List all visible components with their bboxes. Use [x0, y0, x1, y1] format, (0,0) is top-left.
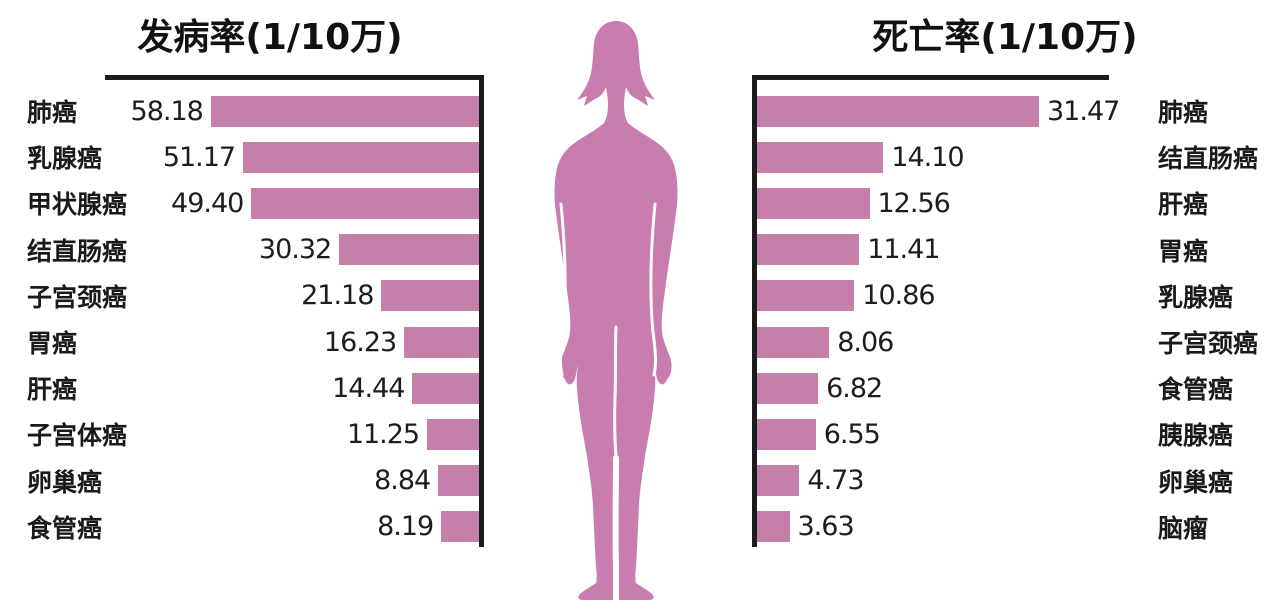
mortality-value-3: 11.41	[867, 234, 940, 266]
incidence-category-9: 食管癌	[27, 513, 103, 543]
incidence-row-2: 49.40	[105, 180, 479, 226]
mortality-category-1: 结直肠癌	[1158, 144, 1259, 174]
incidence-row-3: 30.32	[105, 227, 479, 273]
mortality-value-2: 12.56	[877, 187, 951, 219]
mortality-chart-box: 31.47 14.10 12.56 11.41 10.86 8.06 6.82 6.55 4.7…	[752, 75, 1120, 550]
mortality-value-0: 31.47	[1047, 95, 1120, 127]
mortality-category-7: 胰腺癌	[1158, 421, 1234, 451]
incidence-value-8: 8.84	[374, 465, 431, 497]
incidence-value-9: 8.19	[377, 511, 434, 543]
incidence-category-3: 结直肠癌	[27, 236, 128, 266]
mortality-category-4: 乳腺癌	[1158, 282, 1234, 312]
mortality-row-7: 6.55	[757, 411, 1109, 457]
mortality-row-0: 31.47	[757, 88, 1120, 134]
incidence-bar-2	[251, 187, 479, 219]
mortality-bar-9	[757, 511, 790, 543]
incidence-row-5: 16.23	[105, 319, 479, 365]
incidence-category-4: 子宫颈癌	[27, 282, 128, 312]
silhouette-limb-separations	[558, 202, 658, 602]
incidence-row-0: 58.18	[105, 88, 479, 134]
incidence-value-3: 30.32	[258, 234, 332, 266]
mortality-bar-8	[757, 465, 800, 497]
mortality-bar-6	[757, 372, 819, 404]
incidence-row-7: 11.25	[105, 411, 479, 457]
mortality-bar-3	[757, 234, 860, 266]
mortality-value-6: 6.82	[826, 372, 883, 404]
incidence-bar-0	[210, 95, 479, 127]
incidence-value-7: 11.25	[346, 418, 420, 450]
mortality-category-0: 肺癌	[1158, 98, 1209, 128]
incidence-category-6: 肝癌	[27, 375, 78, 405]
incidence-category-labels: 肺癌乳腺癌甲状腺癌结直肠癌子宫颈癌胃癌肝癌子宫体癌卵巢癌食管癌	[27, 80, 127, 550]
incidence-value-6: 14.44	[332, 372, 405, 404]
mortality-row-8: 4.73	[757, 458, 1109, 504]
mortality-category-2: 肝癌	[1158, 190, 1209, 220]
mortality-bar-2	[757, 187, 870, 219]
mortality-row-5: 8.06	[757, 319, 1109, 365]
mortality-value-1: 14.10	[891, 141, 964, 173]
incidence-bar-1	[243, 141, 479, 173]
mortality-row-4: 10.86	[757, 273, 1109, 319]
mortality-category-8: 卵巢癌	[1158, 467, 1234, 497]
mortality-category-3: 胃癌	[1158, 236, 1209, 266]
mortality-chart-title: 死亡率(1/10万)	[872, 17, 1138, 58]
mortality-bar-0	[757, 95, 1039, 127]
mortality-row-6: 6.82	[757, 365, 1109, 411]
incidence-value-4: 21.18	[301, 280, 374, 312]
mortality-category-labels: 肺癌结直肠癌肝癌胃癌乳腺癌子宫颈癌食管癌胰腺癌卵巢癌脑瘤	[1158, 80, 1258, 550]
female-silhouette-icon	[554, 21, 678, 602]
incidence-value-5: 16.23	[323, 326, 397, 358]
mortality-row-3: 11.41	[757, 227, 1109, 273]
mortality-row-1: 14.10	[757, 134, 1109, 180]
mortality-value-9: 3.63	[797, 511, 855, 543]
incidence-category-0: 肺癌	[27, 98, 78, 128]
mortality-value-4: 10.86	[862, 280, 935, 312]
incidence-row-8: 8.84	[105, 458, 479, 504]
incidence-bar-6	[412, 372, 479, 404]
incidence-bar-4	[381, 280, 479, 312]
incidence-bar-9	[441, 511, 479, 543]
incidence-category-7: 子宫体癌	[27, 421, 128, 451]
female-silhouette	[538, 18, 688, 610]
mortality-category-6: 食管癌	[1158, 375, 1234, 405]
mortality-row-9: 3.63	[757, 504, 1109, 550]
mortality-category-5: 子宫颈癌	[1158, 329, 1259, 359]
mortality-value-5: 8.06	[837, 326, 894, 358]
incidence-chart-box: 58.18 51.17 49.40 30.32 21.18 16.23 14.44 11.25…	[105, 75, 484, 547]
incidence-value-1: 51.17	[162, 141, 236, 173]
incidence-row-1: 51.17	[105, 134, 479, 180]
incidence-chart-title: 发病率(1/10万)	[137, 17, 403, 58]
incidence-value-0: 58.18	[130, 95, 204, 127]
mortality-value-8: 4.73	[807, 465, 864, 497]
incidence-bar-8	[438, 465, 479, 497]
incidence-category-8: 卵巢癌	[27, 467, 103, 497]
mortality-value-7: 6.55	[823, 418, 881, 450]
silhouette-body	[554, 21, 678, 600]
incidence-category-1: 乳腺癌	[27, 144, 103, 174]
incidence-bar-3	[339, 234, 479, 266]
mortality-bar-1	[757, 141, 884, 173]
mortality-bar-7	[757, 418, 816, 450]
incidence-row-6: 14.44	[105, 365, 479, 411]
incidence-category-5: 胃癌	[27, 329, 78, 359]
incidence-row-4: 21.18	[105, 273, 479, 319]
mortality-category-9: 脑瘤	[1158, 513, 1209, 543]
mortality-bar-5	[757, 326, 830, 358]
incidence-row-9: 8.19	[105, 504, 479, 550]
mortality-row-2: 12.56	[757, 180, 1109, 226]
mortality-bar-4	[757, 280, 855, 312]
incidence-bar-7	[427, 418, 479, 450]
incidence-bar-5	[404, 326, 479, 358]
incidence-category-2: 甲状腺癌	[27, 190, 128, 220]
incidence-value-2: 49.40	[171, 187, 244, 219]
